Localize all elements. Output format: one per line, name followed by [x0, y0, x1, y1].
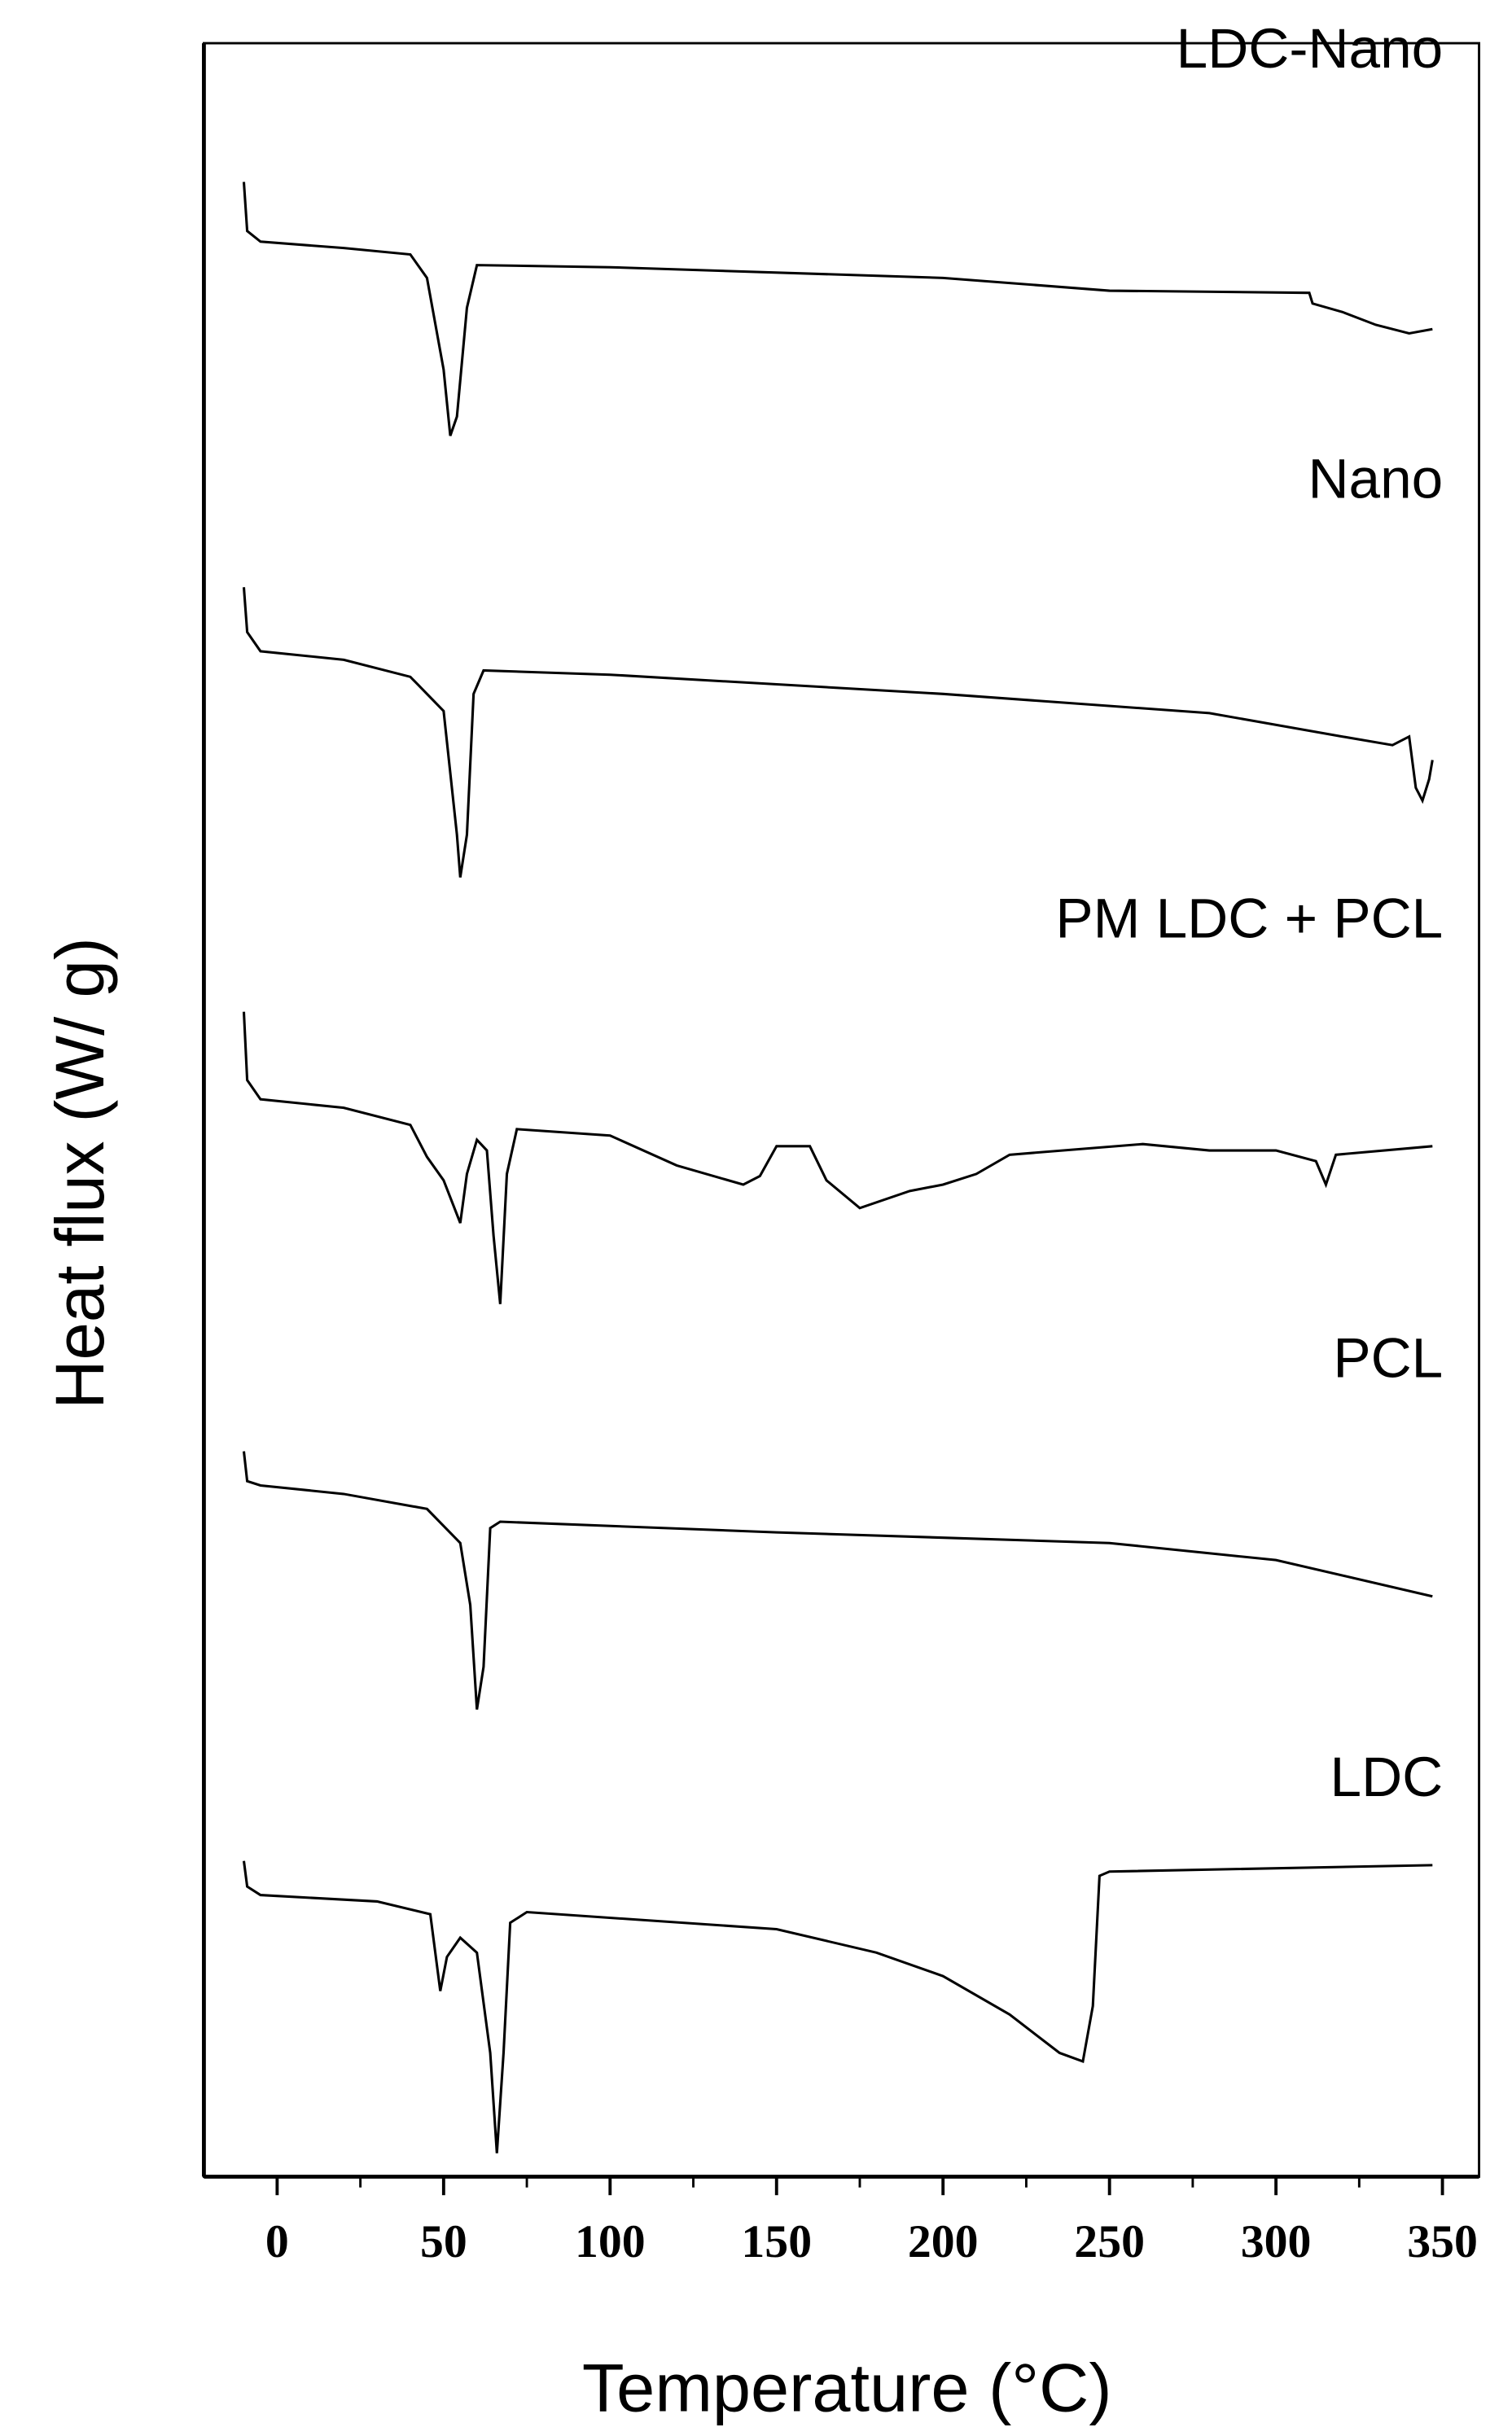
series-label: PCL	[1333, 1327, 1443, 1389]
line-series	[242, 182, 1433, 436]
x-tick-label: 250	[1074, 2216, 1145, 2267]
series-label: LDC	[1330, 1746, 1444, 1808]
line-series	[242, 587, 1434, 878]
x-tick-label: 150	[741, 2216, 812, 2267]
x-tick-label: 100	[575, 2216, 646, 2267]
series-label: Nano	[1308, 448, 1443, 510]
y-axis-label: Heat flux (W/ g)	[42, 937, 119, 1409]
series-label: PM LDC + PCL	[1055, 887, 1443, 949]
x-tick-label: 50	[420, 2216, 467, 2267]
x-tick-label: 0	[265, 2216, 289, 2267]
line-series	[242, 1451, 1433, 1710]
x-tick-label: 200	[908, 2216, 979, 2267]
x-axis-label: Temperature (°C)	[582, 2350, 1112, 2425]
plot-frame	[202, 42, 1480, 2178]
series-label: LDC-Nano	[1177, 18, 1444, 80]
x-tick-label: 300	[1241, 2216, 1312, 2267]
line-series	[242, 1011, 1433, 1304]
x-tick-label: 350	[1407, 2216, 1478, 2267]
line-series	[242, 1860, 1433, 2153]
